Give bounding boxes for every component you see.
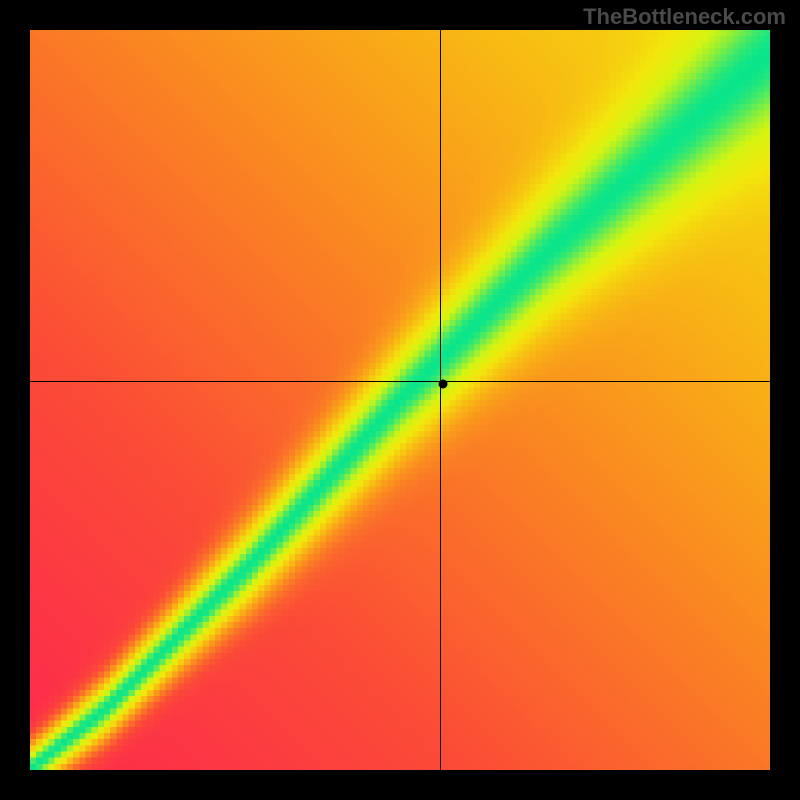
crosshair-vertical — [440, 30, 441, 770]
heatmap-plot-area — [30, 30, 770, 770]
watermark-text: TheBottleneck.com — [583, 4, 786, 30]
heatmap-canvas — [30, 30, 770, 770]
marker-point — [438, 379, 447, 388]
crosshair-horizontal — [30, 381, 770, 382]
chart-container: TheBottleneck.com — [0, 0, 800, 800]
